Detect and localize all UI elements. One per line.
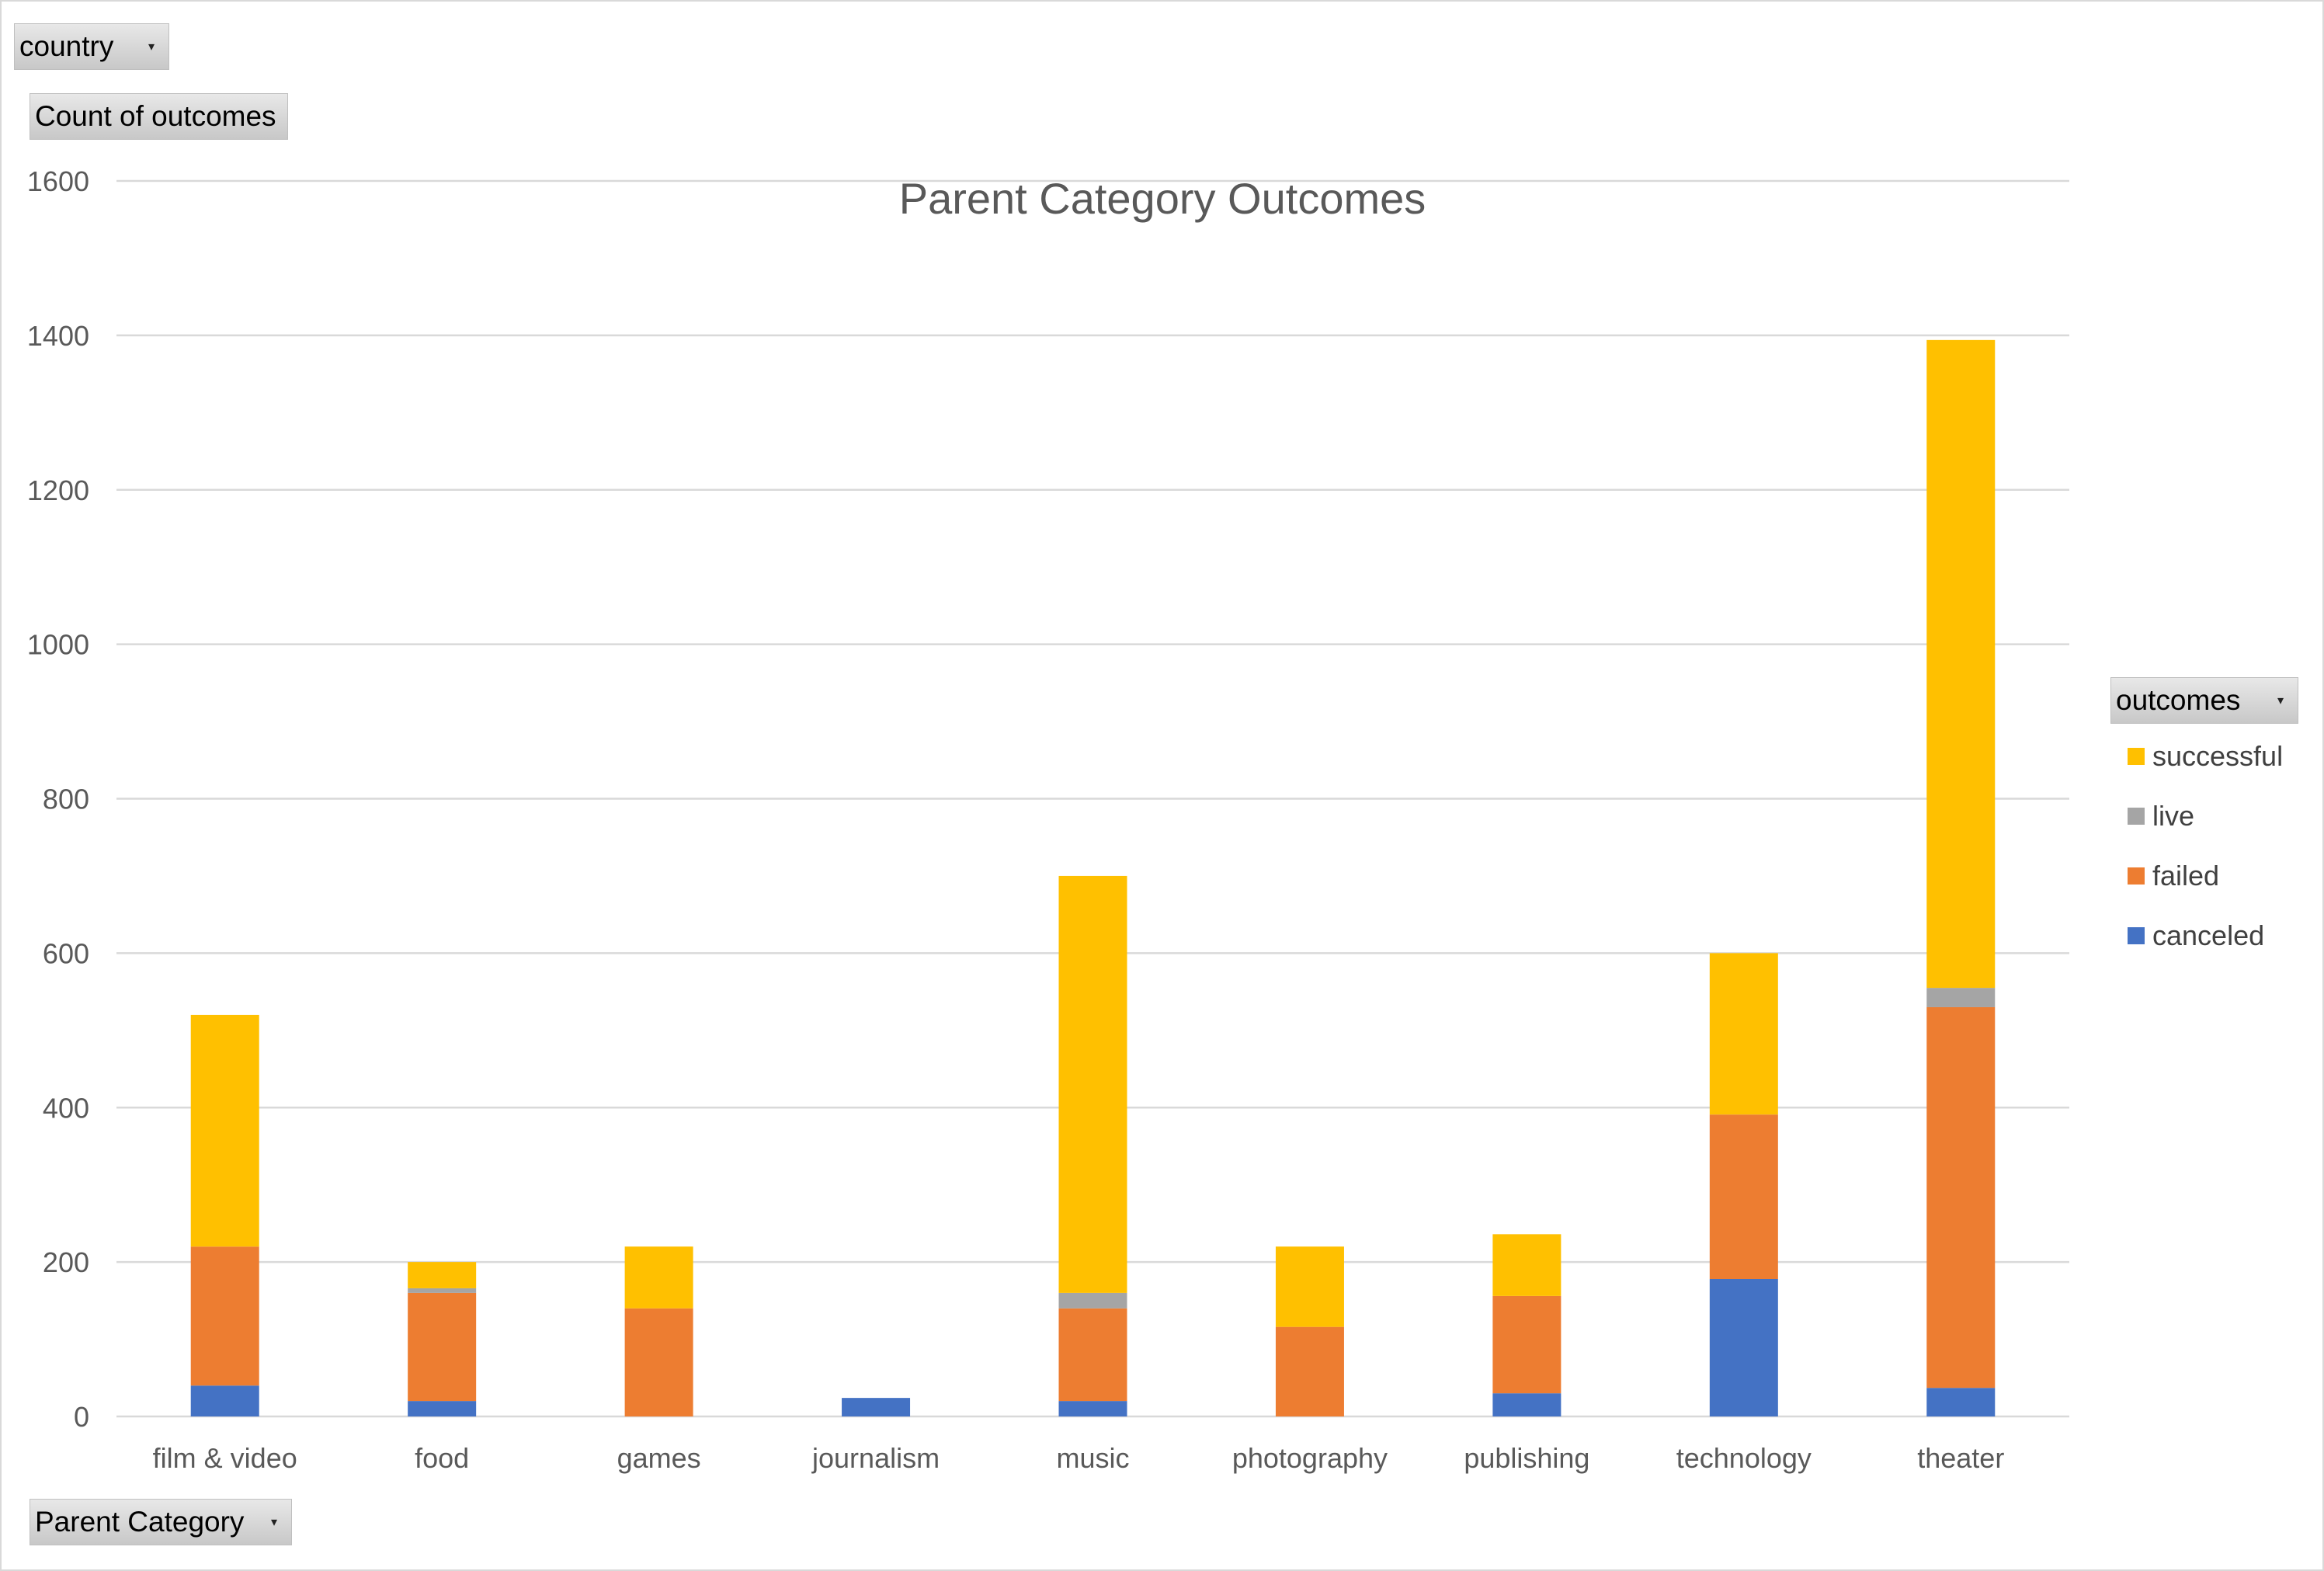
x-tick-label: games (617, 1442, 701, 1474)
x-tick-label: food (415, 1442, 469, 1474)
legend-swatch (2128, 927, 2145, 944)
bar-segment-failed (1709, 1114, 1778, 1280)
bar-segment-failed (408, 1292, 477, 1402)
bar-segment-canceled (842, 1398, 911, 1416)
legend-label: live (2152, 800, 2195, 832)
bar-segment-canceled (408, 1401, 477, 1416)
country-filter-button[interactable]: country ▾ (14, 23, 169, 70)
x-tick-label: journalism (811, 1442, 940, 1474)
bar-segment-live (408, 1288, 477, 1293)
legend-swatch (2128, 808, 2145, 825)
legend-label: canceled (2152, 919, 2265, 951)
bar-segment-failed (1926, 1006, 1996, 1389)
x-tick-label: film & video (153, 1442, 297, 1474)
legend-field-button[interactable]: outcomes ▾ (2110, 677, 2298, 724)
legend-item-canceled[interactable]: canceled (2128, 919, 2264, 952)
dropdown-arrow-icon: ▾ (270, 1516, 277, 1529)
x-tick-label: technology (1676, 1442, 1812, 1474)
x-tick-label: photography (1232, 1442, 1388, 1474)
x-tick-label: music (1056, 1442, 1129, 1474)
y-tick-label: 1400 (27, 320, 89, 352)
legend-item-successful[interactable]: successful (2128, 740, 2283, 773)
legend-item-live[interactable]: live (2128, 800, 2194, 832)
axis-field-button[interactable]: Parent Category ▾ (30, 1499, 292, 1545)
dropdown-arrow-icon: ▾ (2277, 694, 2284, 707)
chart-title: Parent Category Outcomes (899, 174, 1426, 223)
bar-segment-successful (1275, 1246, 1344, 1327)
bar-segment-failed (1492, 1295, 1561, 1394)
legend-swatch (2128, 748, 2145, 765)
legend-item-failed[interactable]: failed (2128, 860, 2219, 892)
dropdown-arrow-icon: ▾ (148, 40, 155, 54)
bar-segment-failed (190, 1246, 259, 1386)
bar-segment-live (1058, 1292, 1127, 1309)
values-field-label: Count of outcomes (35, 100, 276, 132)
y-tick-label: 200 (43, 1246, 89, 1278)
bar-segment-successful (190, 1014, 259, 1247)
legend-label: successful (2152, 740, 2284, 772)
legend-field-label: outcomes (2116, 684, 2241, 716)
bar-segment-canceled (1058, 1401, 1127, 1416)
legend-label: failed (2152, 860, 2220, 892)
y-tick-label: 1600 (27, 165, 89, 197)
bar-segment-failed (1058, 1308, 1127, 1402)
x-tick-label: theater (1917, 1442, 2004, 1474)
x-tick-label: publishing (1464, 1442, 1589, 1474)
y-tick-label: 400 (43, 1092, 89, 1124)
bar-segment-successful (1709, 953, 1778, 1115)
values-field-button[interactable]: Count of outcomes (30, 93, 288, 140)
bar-segment-canceled (1926, 1388, 1996, 1416)
bar-segment-canceled (190, 1385, 259, 1416)
bar-segment-canceled (1492, 1393, 1561, 1416)
bars (190, 339, 1996, 1416)
bar-segment-successful (1058, 875, 1127, 1293)
bar-segment-successful (624, 1246, 693, 1309)
x-axis-ticks: film & video food games journalism music phot… (153, 1442, 2005, 1474)
y-tick-label: 1000 (27, 629, 89, 661)
y-tick-label: 1200 (27, 474, 89, 506)
bar-segment-live (1926, 988, 1996, 1007)
country-filter-label: country (19, 30, 114, 62)
y-tick-label: 600 (43, 937, 89, 969)
bar-segment-successful (408, 1262, 477, 1288)
legend-swatch (2128, 867, 2145, 885)
bar-segment-canceled (1709, 1279, 1778, 1416)
bar-segment-failed (1275, 1326, 1344, 1416)
bar-segment-successful (1926, 339, 1996, 989)
bar-segment-successful (1492, 1234, 1561, 1296)
axis-field-label: Parent Category (35, 1506, 245, 1538)
bar-segment-failed (624, 1308, 693, 1416)
y-axis-ticks: 0 200 400 600 800 1000 1200 1400 1600 (27, 165, 89, 1433)
y-tick-label: 0 (74, 1401, 89, 1433)
y-tick-label: 800 (43, 784, 89, 815)
